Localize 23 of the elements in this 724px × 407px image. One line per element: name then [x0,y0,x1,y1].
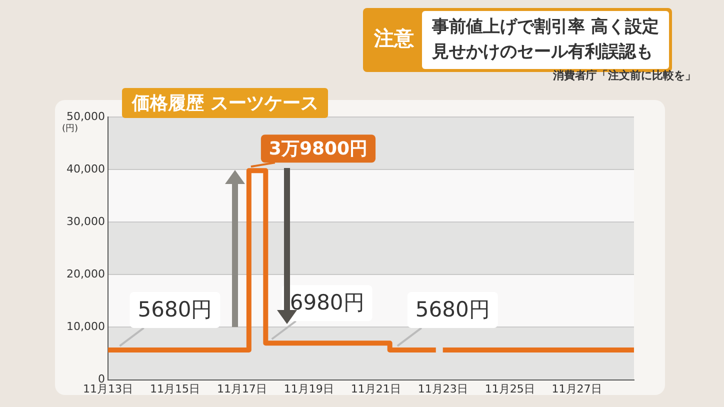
y-tick-label: 20,000 [66,268,105,281]
chart-title: 価格履歴 スーツケース [122,88,328,118]
text: 注意 [372,25,415,52]
x-tick-label: 11月23日 [418,382,468,396]
x-tick-label: 11月25日 [484,382,535,396]
text: 事前値上げで割引率 高く設定 [432,16,659,39]
y-tick-label: 50,000 [66,110,105,123]
x-tick-label: 11月21日 [350,382,401,396]
x-tick-label: 11月19日 [284,382,334,396]
text: 見せかけのセール有利誤認も [432,41,654,64]
x-tick-label: 11月15日 [150,382,200,396]
annotation: 6980円 [290,290,364,315]
y-axis-title: (円) [62,124,78,134]
x-tick-label: 11月17日 [216,382,267,396]
x-tick-label: 11月27日 [552,382,602,396]
y-tick-label: 10,000 [66,320,105,334]
annotation: 5680円 [415,297,490,322]
y-tick-label: 30,000 [66,214,105,228]
annotation: 3万9800円 [268,138,368,160]
x-tick-label: 11月13日 [83,382,133,396]
annotation: 5680円 [138,297,212,322]
text: 消費者庁「注文前に比較を」 [553,68,696,83]
y-tick-label: 40,000 [66,162,105,176]
